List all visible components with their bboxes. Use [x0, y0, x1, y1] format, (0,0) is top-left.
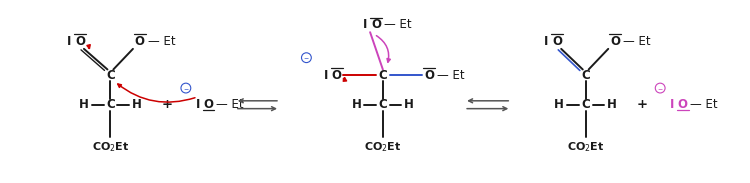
Text: −: − — [183, 86, 188, 91]
Text: C: C — [581, 98, 590, 111]
Text: I: I — [544, 35, 549, 48]
Text: H: H — [79, 98, 89, 111]
Text: O: O — [424, 69, 434, 82]
Text: O: O — [203, 98, 214, 111]
Text: H: H — [352, 98, 362, 111]
Text: CO$_2$Et: CO$_2$Et — [364, 140, 402, 154]
Text: I: I — [196, 98, 200, 111]
Text: — Et: — Et — [622, 35, 650, 48]
Text: O: O — [371, 18, 381, 31]
Text: O: O — [135, 35, 145, 48]
Text: O: O — [75, 35, 85, 48]
Text: CO$_2$Et: CO$_2$Et — [567, 140, 604, 154]
Text: — Et: — Et — [216, 98, 244, 111]
Text: C: C — [581, 69, 590, 82]
FancyArrowPatch shape — [344, 78, 346, 81]
Text: −: − — [658, 86, 663, 91]
FancyArrowPatch shape — [376, 36, 390, 62]
Text: O: O — [610, 35, 620, 48]
Text: — Et: — Et — [436, 69, 464, 82]
Text: O: O — [678, 98, 688, 111]
FancyArrowPatch shape — [118, 84, 195, 102]
Text: C: C — [379, 69, 387, 82]
Text: I: I — [67, 35, 71, 48]
Text: O: O — [552, 35, 562, 48]
Text: H: H — [554, 98, 564, 111]
Text: H: H — [404, 98, 414, 111]
Text: CO$_2$Et: CO$_2$Et — [92, 140, 129, 154]
Text: C: C — [106, 69, 115, 82]
FancyArrowPatch shape — [87, 45, 90, 48]
Text: I: I — [363, 18, 368, 31]
Text: +: + — [637, 98, 648, 111]
Text: −: − — [304, 56, 309, 61]
Text: — Et: — Et — [148, 35, 176, 48]
Text: H: H — [608, 98, 617, 111]
Text: +: + — [162, 98, 172, 111]
Text: I: I — [670, 98, 674, 111]
Text: C: C — [106, 98, 115, 111]
Text: — Et: — Et — [691, 98, 718, 111]
Text: C: C — [379, 98, 387, 111]
Text: O: O — [332, 69, 342, 82]
Text: I: I — [324, 69, 328, 82]
Text: — Et: — Et — [384, 18, 411, 31]
Text: H: H — [132, 98, 142, 111]
